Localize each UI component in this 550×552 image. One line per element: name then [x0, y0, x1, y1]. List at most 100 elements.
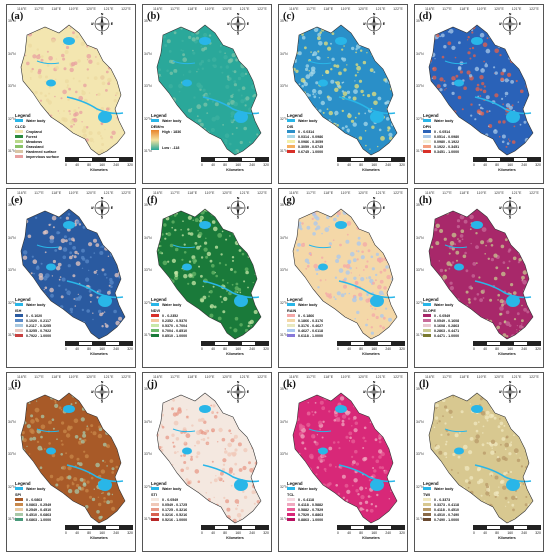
raster-patch: [193, 520, 197, 523]
raster-patch: [304, 46, 307, 50]
scale-segment: [377, 526, 391, 529]
raster-patch: [40, 58, 44, 62]
raster-patch: [352, 327, 357, 332]
raster-patch: [106, 444, 110, 449]
raster-patch: [475, 87, 480, 92]
raster-patch: [115, 465, 119, 469]
raster-patch: [374, 39, 378, 43]
raster-patch: [372, 224, 376, 228]
raster-patch: [159, 244, 162, 248]
raster-patch: [113, 63, 116, 67]
legend-water-row: Water body: [287, 118, 323, 123]
raster-patch: [241, 413, 244, 415]
raster-patch: [103, 273, 107, 276]
raster-patch: [259, 428, 261, 433]
raster-patch: [234, 316, 239, 321]
region-outline: [20, 208, 126, 340]
raster-patch: [61, 515, 65, 519]
raster-patch: [347, 411, 351, 414]
raster-patch: [486, 419, 489, 422]
raster-patch: [513, 318, 517, 321]
raster-patch: [482, 289, 485, 292]
legend-class-row: Meadows: [15, 139, 59, 144]
latitude-tick: 32°N: [280, 116, 288, 121]
legend-class-row: Grassland: [15, 144, 59, 149]
raster-patch: [351, 463, 354, 466]
map-panel: 116°E 117°E 118°E 119°E 120°E 121°E 122°E 35°N 3…: [278, 188, 408, 368]
raster-patch: [86, 54, 92, 59]
scale-number: 80: [223, 530, 228, 535]
raster-patch: [227, 102, 231, 106]
raster-patch: [253, 502, 256, 505]
raster-patch: [502, 120, 506, 124]
raster-patch: [337, 515, 342, 520]
compass-letter: W: [499, 206, 502, 210]
raster-patch: [167, 260, 170, 263]
raster-patch: [29, 453, 31, 455]
raster-patch: [199, 122, 204, 127]
raster-patch: [221, 71, 224, 74]
legend-label: Water body: [26, 302, 46, 307]
raster-patch: [118, 401, 123, 407]
legend-swatch: [151, 507, 159, 512]
scale-number: 240: [113, 346, 119, 351]
raster-patch: [252, 25, 255, 26]
raster-patch: [391, 435, 395, 439]
raster-patch: [219, 65, 223, 69]
raster-patch: [379, 270, 383, 274]
raster-patch: [475, 232, 478, 235]
raster-patch: [345, 26, 348, 29]
raster-patch: [81, 121, 83, 123]
legend-label: 0.1020 - 0.2117: [26, 318, 51, 323]
river: [474, 280, 532, 299]
raster-patch: [172, 445, 176, 448]
raster-patch: [505, 310, 510, 315]
raster-patch: [532, 443, 533, 449]
raster-patch: [36, 400, 38, 402]
raster-patch: [114, 25, 118, 30]
raster-patch: [75, 35, 79, 39]
raster-patch: [374, 55, 378, 59]
raster-patch: [357, 250, 360, 253]
raster-patch: [312, 232, 316, 236]
raster-patch: [431, 77, 434, 80]
raster-patch: [112, 405, 115, 409]
raster-patch: [73, 255, 77, 259]
raster-patch: [296, 338, 300, 339]
raster-patch: [456, 259, 458, 262]
raster-patch: [61, 421, 65, 425]
raster-patch: [497, 425, 501, 429]
raster-patch: [528, 263, 532, 267]
raster-patch: [345, 125, 348, 128]
raster-patch: [85, 277, 90, 282]
raster-patch: [345, 209, 348, 211]
raster-patch: [221, 279, 225, 282]
raster-patch: [381, 466, 385, 470]
raster-patch: [325, 69, 329, 74]
raster-patch: [392, 425, 397, 429]
scale-number: 320: [263, 530, 269, 535]
raster-patch: [304, 258, 310, 263]
raster-patch: [66, 511, 72, 517]
raster-patch: [226, 227, 229, 231]
raster-patch: [187, 215, 192, 220]
raster-patch: [471, 324, 474, 327]
legend-gradient-row: High : 1836 Low : -118: [151, 130, 181, 150]
lake-south: [234, 111, 248, 123]
raster-patch: [233, 270, 237, 274]
latitude-tick: 31°N: [280, 149, 288, 153]
raster-patch: [306, 264, 310, 268]
region-fill: [21, 209, 125, 339]
legend-label: 0.6745 - 1.0000: [298, 149, 324, 154]
raster-patch: [301, 92, 305, 96]
raster-patch: [113, 437, 116, 440]
raster-patch: [121, 517, 125, 521]
raster-patch: [365, 144, 367, 147]
lake-central: [46, 79, 56, 87]
raster-patch: [111, 331, 116, 335]
legend-label: 0.7529 - 0.8863: [298, 512, 324, 517]
river: [172, 428, 196, 433]
raster-patch: [482, 297, 485, 299]
raster-patch: [360, 495, 365, 500]
legend-class-row: 0.0863 - 0.2549: [15, 502, 51, 507]
